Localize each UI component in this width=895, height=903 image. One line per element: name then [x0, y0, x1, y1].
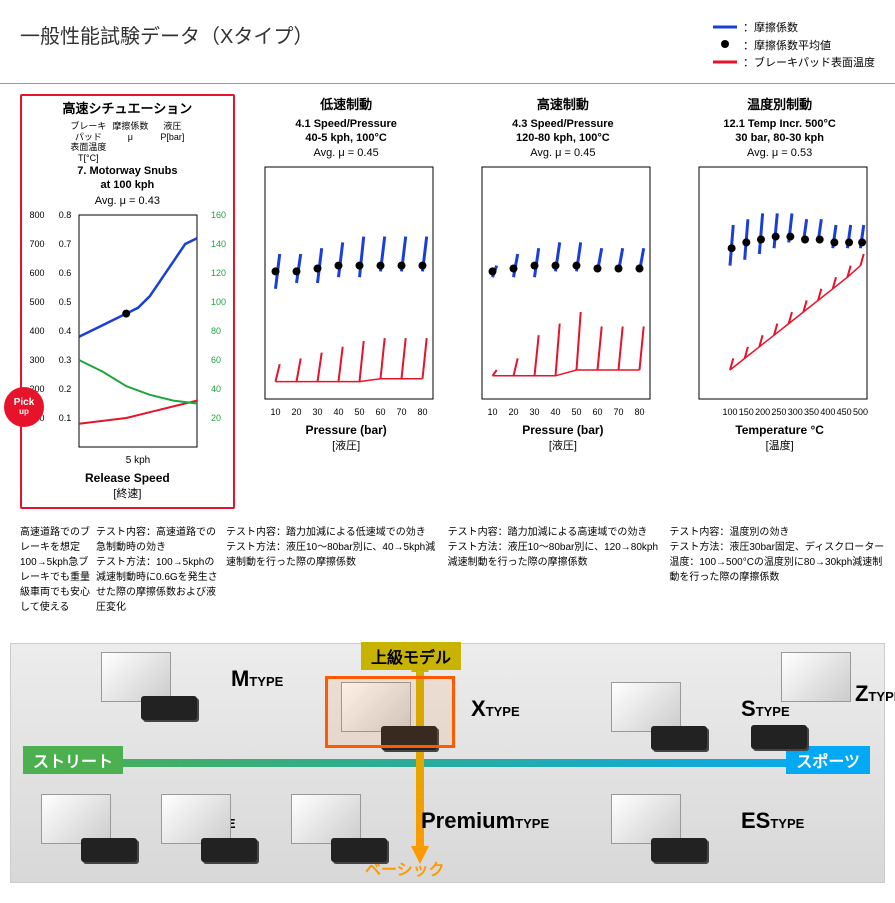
- chart-subtitle: 7. Motorway Snubsat 100 kph: [77, 164, 177, 193]
- svg-text:0.3: 0.3: [59, 355, 72, 365]
- chart-title: 高速シチュエーション: [63, 98, 193, 117]
- desc-text: テスト内容：踏力加減による低速域での効き テスト方法：液圧10～80bar別に、…: [226, 523, 442, 613]
- chart-title: 高速制動: [537, 94, 589, 113]
- svg-text:10: 10: [271, 407, 281, 417]
- chart-title: 温度別制動: [747, 94, 812, 113]
- chart-title: 低速制動: [320, 94, 372, 113]
- svg-text:40: 40: [211, 384, 221, 394]
- svg-text:0.5: 0.5: [59, 297, 72, 307]
- svg-text:10: 10: [487, 407, 497, 417]
- chart-subtitle: 4.3 Speed/Pressure120-80 kph, 100°C: [512, 117, 614, 146]
- chart-avg: Avg. μ = 0.45: [314, 147, 379, 159]
- label-top: 上級モデル: [361, 642, 461, 670]
- chart-avg: Avg. μ = 0.43: [95, 195, 160, 207]
- desc-text: テスト内容：温度別の効き テスト方法：液圧30bar固定、ディスクローター温度：…: [669, 523, 885, 613]
- svg-text:30: 30: [529, 407, 539, 417]
- svg-text:30: 30: [313, 407, 323, 417]
- svg-text:700: 700: [30, 239, 45, 249]
- desc-highlight: 高速道路でのブレーキを想定100→5kph急ブレーキでも重量級車両でも安心して使…: [20, 523, 90, 613]
- svg-text:80: 80: [634, 407, 644, 417]
- chart-plot: 10 20 30 40 50 60 70 80: [468, 161, 658, 421]
- product-grid: 上級モデルベーシックストリートスポーツ MTYPE XTYPE STYPE ZT…: [10, 643, 885, 883]
- svg-text:70: 70: [613, 407, 623, 417]
- product-Premium: PremiumTYPE: [291, 794, 549, 849]
- svg-text:60: 60: [592, 407, 602, 417]
- chart-xlabel-sub: [終速]: [113, 485, 141, 501]
- svg-text:800: 800: [30, 210, 45, 220]
- product-ES: ESTYPE: [611, 794, 804, 849]
- svg-text:250: 250: [771, 407, 786, 417]
- svg-text:60: 60: [211, 355, 221, 365]
- arrow-horizontal: [41, 754, 861, 772]
- svg-text:0.2: 0.2: [59, 384, 72, 394]
- svg-text:20: 20: [211, 413, 221, 423]
- svg-text:200: 200: [755, 407, 770, 417]
- svg-text:0.4: 0.4: [59, 326, 72, 336]
- chart-legend: ：摩擦係数 ：摩擦係数平均値 ：ブレーキパッド表面温度: [713, 20, 875, 73]
- label-right: スポーツ: [786, 746, 870, 774]
- svg-text:70: 70: [397, 407, 407, 417]
- svg-text:400: 400: [30, 326, 45, 336]
- chart-subtitle: 12.1 Temp Incr. 500°C30 bar, 80-30 kph: [723, 117, 835, 146]
- chart-xlabel-sub: [液圧]: [549, 437, 577, 453]
- svg-text:5 kph: 5 kph: [126, 455, 150, 466]
- svg-text:300: 300: [787, 407, 802, 417]
- desc-text: テスト内容：踏力加減による高速域での効き テスト方法：液圧10～80bar別に、…: [448, 523, 664, 613]
- pickup-badge: Pickup: [4, 387, 44, 427]
- label-left: ストリート: [23, 746, 123, 774]
- chart-plot: 10 20 30 40 50 60 70 80: [251, 161, 441, 421]
- page-title: 一般性能試験データ（Xタイプ）: [20, 20, 313, 49]
- chart-plot: 1002003004005006007008000.10.20.30.40.50…: [27, 209, 227, 469]
- chart-avg: Avg. μ = 0.53: [747, 147, 812, 159]
- svg-text:50: 50: [571, 407, 581, 417]
- svg-text:350: 350: [804, 407, 819, 417]
- svg-text:20: 20: [508, 407, 518, 417]
- chart-subtitle: 4.1 Speed/Pressure40-5 kph, 100°C: [295, 117, 397, 146]
- svg-text:120: 120: [211, 268, 226, 278]
- svg-text:150: 150: [738, 407, 753, 417]
- svg-text:400: 400: [820, 407, 835, 417]
- chart-xlabel: Release Speed: [85, 471, 170, 485]
- svg-text:40: 40: [334, 407, 344, 417]
- product-M: MTYPE: [101, 652, 283, 707]
- svg-text:300: 300: [30, 355, 45, 365]
- svg-text:600: 600: [30, 268, 45, 278]
- chart-xlabel: Temperature °C: [735, 423, 824, 437]
- svg-text:0.6: 0.6: [59, 268, 72, 278]
- desc-text: テスト内容：高速道路での急制動時の効き テスト方法：100→5kphの減速制動時…: [96, 523, 220, 613]
- chart-xlabel: Pressure (bar): [522, 423, 603, 437]
- svg-text:0.8: 0.8: [59, 210, 72, 220]
- chart-low-speed: 低速制動 4.1 Speed/Pressure40-5 kph, 100°C A…: [241, 94, 452, 509]
- svg-text:140: 140: [211, 239, 226, 249]
- svg-text:100: 100: [211, 297, 226, 307]
- descriptions-row: 高速道路でのブレーキを想定100→5kph急ブレーキでも重量級車両でも安心して使…: [0, 519, 895, 623]
- charts-row: 高速シチュエーション ブレーキパッド表面温度T[°C] 摩擦係数μ 液圧P[ba…: [0, 84, 895, 519]
- svg-text:100: 100: [722, 407, 737, 417]
- svg-text:0.7: 0.7: [59, 239, 72, 249]
- svg-text:0.1: 0.1: [59, 413, 72, 423]
- page-header: 一般性能試験データ（Xタイプ） ：摩擦係数 ：摩擦係数平均値 ：ブレーキパッド表…: [0, 0, 895, 84]
- svg-text:20: 20: [292, 407, 302, 417]
- svg-text:160: 160: [211, 210, 226, 220]
- chart-motorway: 高速シチュエーション ブレーキパッド表面温度T[°C] 摩擦係数μ 液圧P[ba…: [20, 94, 235, 509]
- chart-temp: 温度別制動 12.1 Temp Incr. 500°C30 bar, 80-30…: [674, 94, 885, 509]
- chart-high-speed: 高速制動 4.3 Speed/Pressure120-80 kph, 100°C…: [458, 94, 669, 509]
- chart-xlabel-sub: [液圧]: [332, 437, 360, 453]
- product-highlight: [325, 676, 455, 748]
- svg-text:80: 80: [418, 407, 428, 417]
- svg-text:500: 500: [853, 407, 868, 417]
- svg-text:450: 450: [836, 407, 851, 417]
- chart-plot: 100150200250300350400450500: [685, 161, 875, 421]
- product-Z: ZTYPE: [781, 652, 895, 736]
- chart-xlabel: Pressure (bar): [305, 423, 386, 437]
- svg-text:60: 60: [376, 407, 386, 417]
- svg-text:80: 80: [211, 326, 221, 336]
- svg-text:50: 50: [355, 407, 365, 417]
- chart-avg: Avg. μ = 0.45: [530, 147, 595, 159]
- chart-xlabel-sub: [温度]: [766, 437, 794, 453]
- svg-text:500: 500: [30, 297, 45, 307]
- svg-text:40: 40: [550, 407, 560, 417]
